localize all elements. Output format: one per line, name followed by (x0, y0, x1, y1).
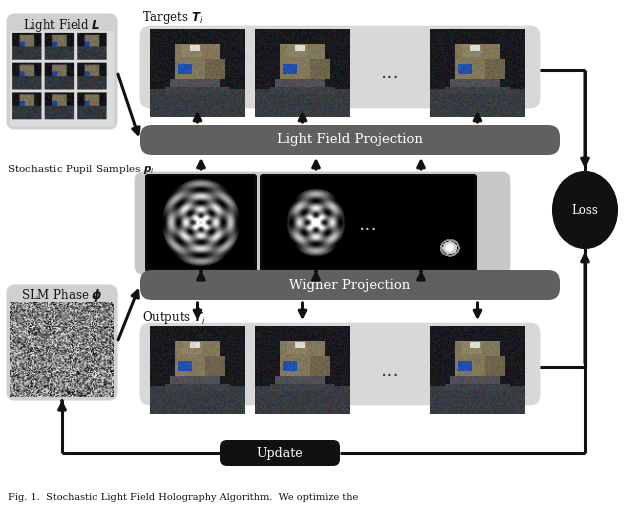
FancyBboxPatch shape (140, 323, 540, 405)
Ellipse shape (553, 172, 617, 248)
FancyBboxPatch shape (140, 26, 540, 108)
Text: Update: Update (257, 447, 303, 460)
FancyBboxPatch shape (260, 174, 372, 272)
FancyBboxPatch shape (365, 174, 477, 272)
Text: Light Field Projection: Light Field Projection (277, 134, 423, 146)
Text: Light Field $\boldsymbol{L}$: Light Field $\boldsymbol{L}$ (23, 16, 101, 34)
Text: ...: ... (359, 214, 378, 234)
Text: ...: ... (381, 64, 399, 82)
FancyBboxPatch shape (140, 270, 560, 300)
Text: ...: ... (381, 361, 399, 379)
Text: Wigner Projection: Wigner Projection (289, 278, 411, 292)
FancyBboxPatch shape (7, 285, 117, 400)
Text: Outputs $\hat{\boldsymbol{T}}_i$: Outputs $\hat{\boldsymbol{T}}_i$ (142, 306, 206, 327)
Text: SLM Phase $\boldsymbol{\phi}$: SLM Phase $\boldsymbol{\phi}$ (21, 288, 103, 304)
FancyBboxPatch shape (7, 14, 117, 129)
FancyBboxPatch shape (140, 125, 560, 155)
FancyBboxPatch shape (145, 174, 257, 272)
FancyBboxPatch shape (135, 172, 510, 274)
Text: Targets $\boldsymbol{T}_i$: Targets $\boldsymbol{T}_i$ (142, 9, 204, 26)
FancyBboxPatch shape (220, 440, 340, 466)
Text: Loss: Loss (572, 204, 598, 216)
Text: Fig. 1.  Stochastic Light Field Holography Algorithm.  We optimize the: Fig. 1. Stochastic Light Field Holograph… (8, 493, 358, 502)
Text: Stochastic Pupil Samples $\boldsymbol{p}_i$: Stochastic Pupil Samples $\boldsymbol{p}… (7, 163, 155, 176)
